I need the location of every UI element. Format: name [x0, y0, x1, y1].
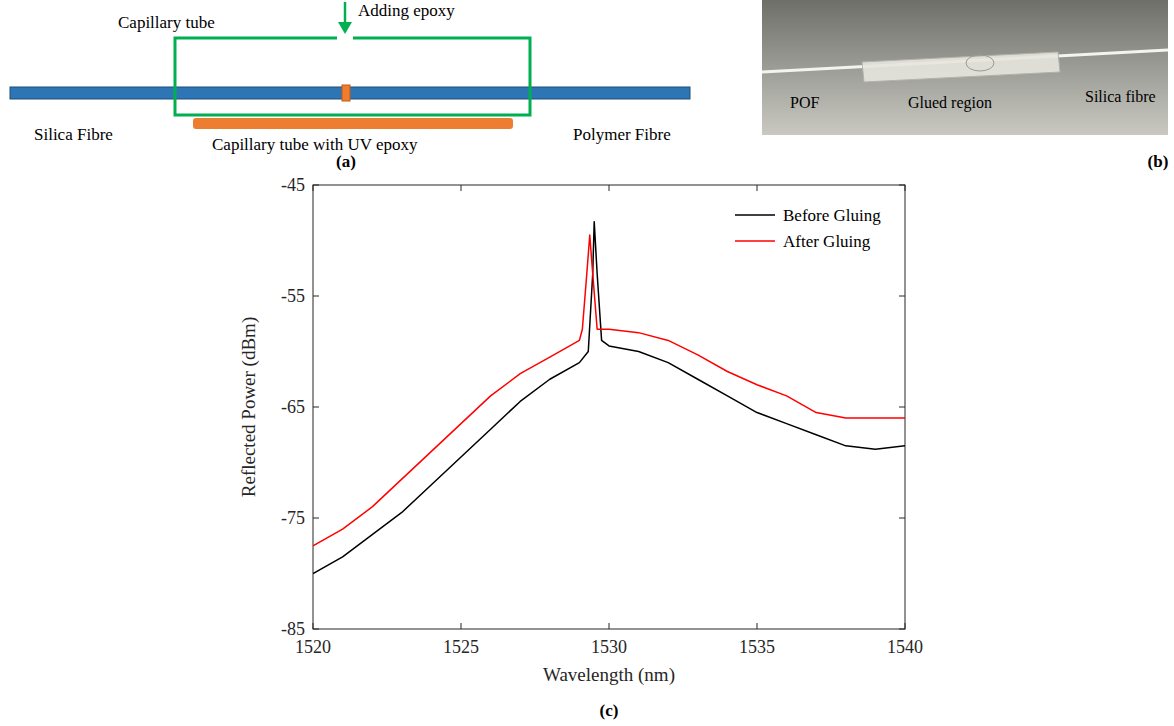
- capillary: [862, 52, 1060, 82]
- x-tick: [757, 623, 758, 629]
- chart: 1520 1525 1530 1535 1540 -85 -75 -65 -55 -45 Wavel…: [238, 175, 923, 720]
- label: Capillary tube with UV epoxy: [212, 135, 418, 154]
- arrow-head: [338, 22, 352, 34]
- label: Glued region: [908, 94, 992, 112]
- legend: Before Gluing After Gluing: [735, 206, 881, 251]
- y-tick-label: -75: [281, 508, 305, 528]
- label: POF: [790, 94, 819, 111]
- y-tick-label: -45: [281, 175, 305, 195]
- epoxy-joint: [342, 85, 350, 101]
- legend-label: Before Gluing: [783, 206, 881, 225]
- x-tick-label: 1530: [591, 637, 627, 657]
- legend-swatch: [735, 240, 775, 242]
- photo-panel: POF Glued region Silica fibre (b): [762, 0, 1168, 171]
- x-tick: [461, 185, 462, 191]
- series-group: [313, 222, 905, 574]
- x-tick: [757, 185, 758, 191]
- panel-label: (b): [1148, 152, 1169, 171]
- series-line: [313, 222, 905, 574]
- y-tick: [899, 518, 905, 519]
- diagram-panel: Capillary tube Adding epoxy Silica Fibre Po…: [10, 1, 690, 171]
- y-tick-label: -65: [281, 397, 305, 417]
- label: Polymer Fibre: [573, 125, 671, 144]
- figure: Capillary tube Adding epoxy Silica Fibre Po…: [0, 0, 1174, 726]
- y-tick: [899, 407, 905, 408]
- y-tick-label: -55: [281, 286, 305, 306]
- x-tick-label: 1520: [295, 637, 331, 657]
- plot-frame: [313, 185, 905, 629]
- x-tick-label: 1525: [443, 637, 479, 657]
- y-tick-label: -85: [281, 619, 305, 639]
- x-axis-title: Wavelength (nm): [543, 664, 675, 686]
- label: Capillary tube: [118, 13, 215, 32]
- photo-bg: [762, 0, 1168, 135]
- y-tick: [313, 296, 319, 297]
- capillary-tube: [175, 38, 530, 115]
- tube-with-epoxy: [193, 118, 513, 129]
- x-tick-label: 1535: [739, 637, 775, 657]
- label: Silica Fibre: [34, 125, 113, 144]
- glue-spot: [966, 55, 994, 71]
- x-tick: [609, 185, 610, 191]
- panel-label: (c): [600, 701, 619, 720]
- x-tick-label: 1540: [887, 637, 923, 657]
- legend-swatch: [735, 214, 775, 216]
- y-tick: [313, 518, 319, 519]
- y-axis-title: Reflected Power (dBm): [238, 317, 260, 497]
- label: Silica fibre: [1085, 88, 1156, 105]
- y-tick: [899, 296, 905, 297]
- label: Adding epoxy: [358, 1, 455, 20]
- x-tick: [461, 623, 462, 629]
- y-tick: [313, 407, 319, 408]
- series-line: [313, 235, 905, 546]
- x-tick: [609, 623, 610, 629]
- panel-label: (a): [336, 152, 356, 171]
- legend-label: After Gluing: [783, 232, 871, 251]
